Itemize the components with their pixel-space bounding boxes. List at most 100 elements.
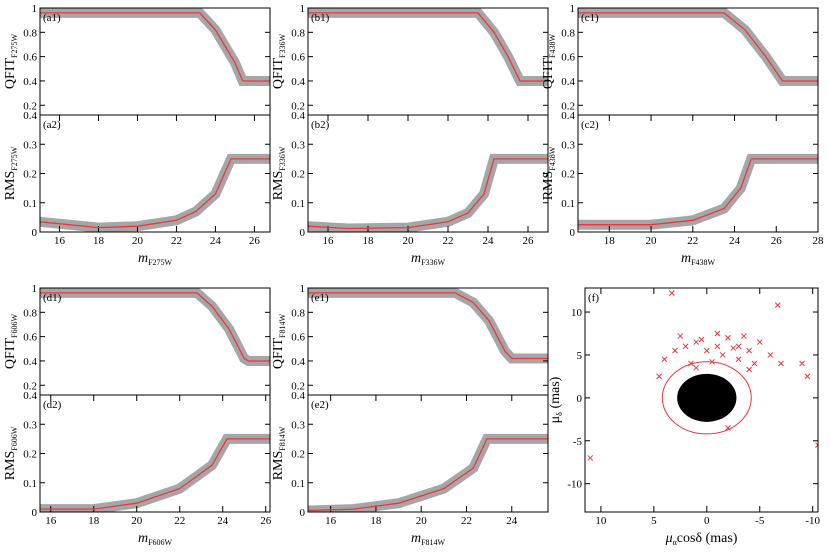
plot-area — [308, 433, 548, 512]
cross — [815, 442, 818, 448]
x-tick-label: 16 — [325, 515, 337, 527]
plot-area — [578, 153, 818, 230]
fit-line — [40, 438, 270, 510]
cross — [698, 336, 705, 343]
y-tick-label: 0.4 — [23, 356, 37, 368]
y-tick-label: 0.3 — [291, 419, 305, 431]
cross — [735, 343, 742, 350]
y-axis-label-sub: F438W — [548, 33, 557, 57]
y-tick-label: 0.4 — [561, 110, 575, 122]
x-tick-label: 16 — [323, 235, 335, 247]
x-axis-label-rest: cosδ (mas) — [677, 531, 738, 546]
plot-area — [40, 288, 270, 366]
y-tick-label: 0.4 — [561, 76, 575, 88]
x-axis-label-sub: F814W — [421, 538, 445, 547]
frame — [39, 114, 271, 233]
cross — [746, 366, 753, 373]
fit-line — [308, 12, 548, 82]
cross — [741, 333, 747, 339]
x-axis-label-main: m — [411, 531, 421, 546]
y-tick-label: 0.3 — [291, 139, 305, 151]
y-tick-label: 0.6 — [561, 52, 575, 64]
y-tick-label: 0.8 — [291, 27, 305, 39]
y-tick-label: 0.8 — [23, 27, 37, 39]
frame — [577, 7, 819, 116]
panel-label: (e1) — [311, 292, 329, 304]
cross — [693, 339, 700, 345]
y-axis-label-rest: (mas) — [548, 376, 563, 412]
y-tick-label: 0.3 — [23, 419, 37, 431]
x-axis-label-sub: F606W — [148, 538, 172, 547]
y-tick-label: 0 — [300, 227, 306, 239]
y-tick-label: 0.4 — [23, 110, 37, 122]
y-tick-label: 0 — [32, 507, 38, 519]
y-tick-label: 0.1 — [23, 198, 37, 210]
y-axis-label-main: RMS — [3, 451, 18, 481]
x-tick-label: 20 — [416, 515, 428, 527]
x-tick-label: 26 — [249, 235, 261, 247]
panel-label: (c2) — [581, 119, 599, 131]
y-tick-label: 0.8 — [291, 307, 305, 319]
frame — [577, 114, 819, 233]
y-tick-label: 0.8 — [23, 307, 37, 319]
y-tick-label: 0.2 — [23, 449, 37, 461]
point-cloud — [40, 288, 270, 366]
y-axis-label-main: QFIT — [271, 338, 286, 370]
cross — [735, 356, 742, 363]
x-tick-label: 26 — [523, 235, 535, 247]
fit-line — [308, 438, 548, 512]
x-tick-label: 26 — [260, 515, 272, 527]
y-axis-label-main: QFIT — [3, 58, 18, 90]
cross — [693, 364, 700, 371]
x-axis-label: mF814W — [411, 531, 446, 547]
x-axis-label-sub: F438W — [691, 258, 715, 267]
x-tick-label: -10 — [805, 515, 820, 527]
panel-label: (e2) — [311, 399, 329, 411]
x-tick-label: 22 — [443, 235, 454, 247]
x-tick-label: 26 — [771, 235, 783, 247]
y-axis-label-sub: F606W — [10, 313, 19, 337]
y-axis-label-main: RMS — [271, 171, 286, 201]
y-tick-label: 0.6 — [291, 52, 305, 64]
plot-area — [308, 8, 548, 86]
plot-area — [578, 8, 818, 86]
y-axis-label-sub: F438W — [548, 146, 557, 170]
x-tick-label: 10 — [595, 515, 607, 527]
cross — [587, 455, 594, 461]
cross — [804, 373, 811, 380]
x-axis-label-sub: F275W — [148, 258, 172, 267]
x-tick-label: 0 — [704, 515, 710, 527]
frame — [584, 287, 819, 513]
y-axis-label-main: QFIT — [3, 338, 18, 370]
cross — [725, 334, 731, 341]
y-axis-label-main: RMS — [3, 171, 18, 201]
y-axis-label: RMSF438W — [541, 146, 557, 200]
x-tick-label: 22 — [461, 515, 472, 527]
y-axis-label: QFITF336W — [271, 33, 287, 89]
y-axis-label-sub: F336W — [278, 33, 287, 57]
point-cloud — [308, 153, 548, 232]
y-tick-label: 0.2 — [23, 380, 37, 392]
y-tick-label: 0.4 — [291, 76, 305, 88]
frame — [39, 394, 271, 513]
x-tick-label: 22 — [171, 235, 182, 247]
plot-area — [587, 290, 818, 461]
frame — [307, 394, 549, 513]
x-axis-label-sub: α — [673, 538, 678, 547]
x-tick-label: 18 — [370, 515, 382, 527]
cross — [751, 360, 758, 367]
cross — [688, 360, 694, 367]
fit-line — [40, 158, 270, 229]
x-tick-label: 18 — [93, 235, 105, 247]
x-axis-label-main: m — [411, 251, 421, 266]
plot-area — [40, 8, 270, 86]
y-axis-label-sub: F275W — [10, 146, 19, 170]
y-tick-label: 0 — [32, 227, 38, 239]
cross — [778, 360, 784, 367]
y-tick-label: 0.8 — [561, 27, 575, 39]
cross — [672, 347, 678, 354]
cross — [714, 330, 721, 337]
plot-area — [308, 153, 548, 232]
cross — [668, 290, 675, 297]
y-tick-label: 5 — [577, 350, 583, 362]
